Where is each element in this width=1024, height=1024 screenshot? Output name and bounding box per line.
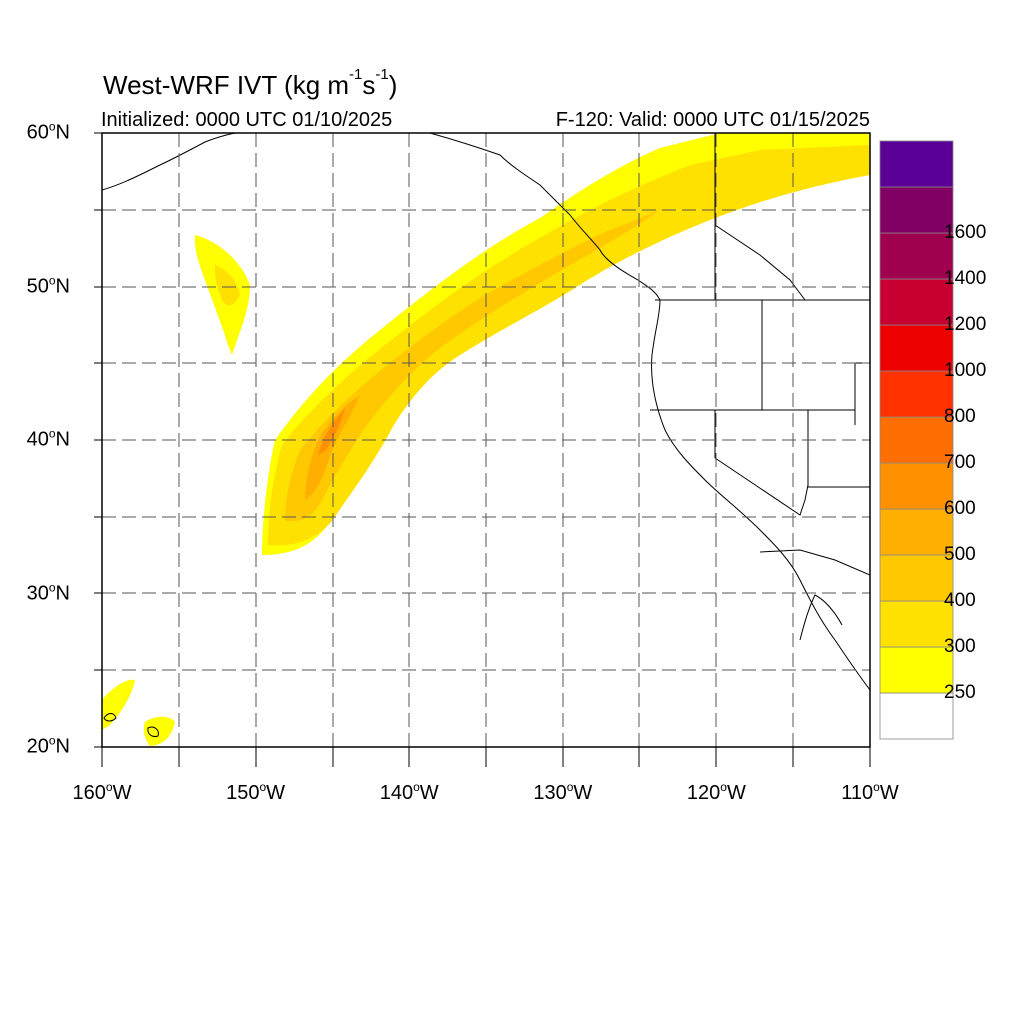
lat-label-50: 50oN bbox=[26, 273, 70, 297]
grid-lines bbox=[102, 133, 870, 747]
colorbar-box-12 bbox=[879, 140, 954, 188]
colorbar-box-10 bbox=[879, 232, 954, 280]
colorbar-box-2 bbox=[879, 600, 954, 648]
colorbar-box-6 bbox=[879, 416, 954, 464]
lon-label-130: 130oW bbox=[533, 780, 593, 804]
lat-label-30: 30oN bbox=[26, 580, 70, 604]
colorbar-box-8 bbox=[879, 324, 954, 372]
ivt-band-300 bbox=[268, 145, 870, 546]
colorbar-box-7 bbox=[879, 370, 954, 418]
ivt-field bbox=[102, 133, 870, 746]
ivt-patch-north-core bbox=[214, 265, 240, 306]
valid-subtitle: F-120: Valid: 0000 UTC 01/15/2025 bbox=[555, 109, 870, 131]
lat-label-60: 60oN bbox=[26, 119, 70, 144]
colorbar-label-700: 700 bbox=[944, 452, 976, 473]
colorbar-label-1600: 1600 bbox=[944, 222, 987, 243]
colorbar-label-1400: 1400 bbox=[944, 268, 987, 289]
ivt-band-600 bbox=[318, 408, 345, 455]
colorbar-box-9 bbox=[879, 278, 954, 326]
ivt-band-400 bbox=[285, 210, 660, 522]
ivt-patch-hawaii bbox=[102, 679, 175, 746]
lon-label-140: 140oW bbox=[379, 780, 439, 804]
colorbar-label-1000: 1000 bbox=[944, 360, 987, 381]
state-borders bbox=[650, 133, 870, 576]
colorbar-box-3 bbox=[879, 554, 954, 602]
colorbar-box-4 bbox=[879, 508, 954, 556]
axis-ticks bbox=[94, 132, 871, 767]
chart-title: West-WRF IVT (kg m-1s-1) bbox=[103, 66, 398, 100]
colorbar-label-800: 800 bbox=[944, 406, 976, 427]
colorbar-label-250: 250 bbox=[944, 682, 976, 703]
lon-label-160: 160oW bbox=[72, 780, 132, 804]
colorbar-label-400: 400 bbox=[944, 590, 976, 611]
colorbar-box-0 bbox=[879, 692, 954, 740]
colorbar-label-300: 300 bbox=[944, 636, 976, 657]
lon-label-150: 150oW bbox=[226, 780, 286, 804]
coastlines bbox=[102, 133, 870, 737]
colorbar-label-500: 500 bbox=[944, 544, 976, 565]
lat-label-20: 20oN bbox=[26, 733, 70, 758]
lon-label-120: 120oW bbox=[686, 780, 746, 804]
colorbar-label-1200: 1200 bbox=[944, 314, 987, 335]
lon-label-110: 110oW bbox=[841, 780, 899, 804]
initialized-subtitle: Initialized: 0000 UTC 01/10/2025 bbox=[101, 109, 393, 131]
lat-label-40: 40oN bbox=[26, 426, 70, 451]
ivt-band-500 bbox=[305, 395, 360, 500]
colorbar-box-11 bbox=[879, 186, 954, 234]
colorbar-box-1 bbox=[879, 646, 954, 694]
colorbar-box-5 bbox=[879, 462, 954, 510]
colorbar bbox=[879, 140, 954, 740]
colorbar-label-600: 600 bbox=[944, 498, 976, 519]
